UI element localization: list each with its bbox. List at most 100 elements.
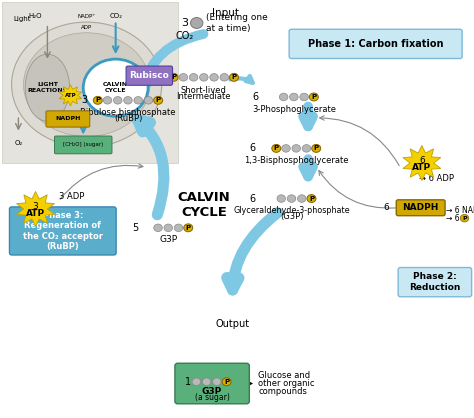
Text: P: P bbox=[309, 196, 314, 201]
FancyArrowPatch shape bbox=[303, 107, 313, 126]
Circle shape bbox=[154, 97, 163, 104]
Circle shape bbox=[83, 59, 148, 116]
Text: 3: 3 bbox=[82, 95, 88, 105]
FancyBboxPatch shape bbox=[46, 111, 90, 127]
Text: O₂: O₂ bbox=[14, 140, 23, 145]
Circle shape bbox=[144, 97, 153, 104]
Circle shape bbox=[312, 145, 321, 152]
FancyArrowPatch shape bbox=[141, 34, 203, 87]
FancyArrowPatch shape bbox=[137, 119, 164, 215]
Text: Glucose and: Glucose and bbox=[258, 371, 310, 380]
Circle shape bbox=[93, 97, 102, 104]
Text: P: P bbox=[273, 145, 279, 151]
FancyBboxPatch shape bbox=[398, 268, 472, 297]
Circle shape bbox=[179, 74, 188, 81]
Text: (a sugar): (a sugar) bbox=[195, 393, 229, 402]
Circle shape bbox=[113, 97, 122, 104]
Circle shape bbox=[184, 224, 193, 232]
Text: CALVIN
CYCLE: CALVIN CYCLE bbox=[177, 191, 230, 219]
Text: 6: 6 bbox=[419, 155, 425, 165]
FancyArrowPatch shape bbox=[141, 69, 151, 83]
Text: P: P bbox=[224, 379, 229, 385]
Text: (RuBP): (RuBP) bbox=[114, 114, 142, 123]
Circle shape bbox=[210, 74, 219, 81]
Text: 5: 5 bbox=[133, 223, 139, 233]
Circle shape bbox=[290, 93, 298, 101]
Text: P: P bbox=[155, 97, 161, 103]
FancyArrowPatch shape bbox=[319, 171, 395, 208]
Circle shape bbox=[154, 224, 162, 232]
FancyBboxPatch shape bbox=[289, 29, 462, 59]
Text: H₂O: H₂O bbox=[29, 13, 42, 19]
Circle shape bbox=[174, 224, 183, 232]
Ellipse shape bbox=[25, 54, 70, 121]
Text: P: P bbox=[171, 74, 176, 80]
Text: 3: 3 bbox=[157, 72, 164, 82]
Text: G3P: G3P bbox=[202, 387, 222, 396]
Circle shape bbox=[287, 195, 296, 202]
Text: ATP: ATP bbox=[412, 163, 431, 172]
Circle shape bbox=[169, 74, 178, 81]
Circle shape bbox=[279, 93, 288, 101]
Text: NADPH: NADPH bbox=[402, 203, 439, 212]
FancyArrowPatch shape bbox=[319, 116, 399, 166]
Text: NADPH: NADPH bbox=[55, 117, 81, 122]
Text: ATP: ATP bbox=[26, 209, 45, 218]
Text: (G3P): (G3P) bbox=[280, 212, 303, 221]
Circle shape bbox=[310, 93, 319, 101]
Text: ADP: ADP bbox=[81, 25, 92, 30]
Text: CALVIN
CYCLE: CALVIN CYCLE bbox=[103, 82, 128, 93]
Circle shape bbox=[307, 195, 316, 202]
Text: P: P bbox=[314, 145, 319, 151]
Text: other organic: other organic bbox=[258, 379, 315, 388]
Text: Intermediate: Intermediate bbox=[177, 92, 231, 102]
Text: 1,3-Bisphosphoglycerate: 1,3-Bisphosphoglycerate bbox=[244, 156, 348, 165]
Text: Output: Output bbox=[215, 319, 249, 329]
Text: Ribulose bisphosphate: Ribulose bisphosphate bbox=[80, 108, 176, 117]
Text: 6: 6 bbox=[252, 92, 258, 102]
Text: P: P bbox=[231, 74, 237, 80]
FancyArrowPatch shape bbox=[227, 213, 277, 290]
Text: 6: 6 bbox=[250, 143, 256, 153]
Text: at a time): at a time) bbox=[206, 23, 251, 33]
Circle shape bbox=[300, 93, 309, 101]
FancyArrowPatch shape bbox=[60, 164, 143, 199]
Circle shape bbox=[192, 378, 201, 385]
Polygon shape bbox=[403, 145, 441, 181]
Circle shape bbox=[229, 74, 238, 81]
Text: → 6 ADP: → 6 ADP bbox=[419, 174, 455, 184]
Text: P: P bbox=[95, 97, 100, 103]
FancyBboxPatch shape bbox=[396, 200, 445, 216]
Text: 3: 3 bbox=[33, 201, 38, 211]
Text: → 6 NADP⁺: → 6 NADP⁺ bbox=[446, 206, 474, 215]
Text: 1: 1 bbox=[185, 377, 191, 387]
Text: CO₂: CO₂ bbox=[109, 13, 122, 19]
FancyBboxPatch shape bbox=[9, 207, 116, 255]
Text: Phase 2:
Reduction: Phase 2: Reduction bbox=[409, 273, 461, 292]
Circle shape bbox=[200, 74, 208, 81]
Circle shape bbox=[277, 195, 285, 202]
Text: NADP⁺: NADP⁺ bbox=[78, 15, 96, 20]
FancyBboxPatch shape bbox=[175, 363, 249, 404]
Text: Phase 3:
Regeneration of
the CO₂ acceptor
(RuBP): Phase 3: Regeneration of the CO₂ accepto… bbox=[23, 211, 103, 251]
Circle shape bbox=[164, 224, 173, 232]
Circle shape bbox=[202, 378, 211, 385]
Polygon shape bbox=[59, 85, 82, 106]
Text: → 6: → 6 bbox=[446, 214, 462, 223]
Text: P: P bbox=[462, 216, 467, 221]
Text: Short-lived: Short-lived bbox=[181, 86, 227, 95]
Circle shape bbox=[460, 214, 469, 222]
Text: Glyceraldehyde-3-phosphate: Glyceraldehyde-3-phosphate bbox=[233, 206, 350, 215]
FancyBboxPatch shape bbox=[55, 136, 112, 154]
Text: [CH₂O] (sugar): [CH₂O] (sugar) bbox=[63, 143, 103, 148]
Text: 6: 6 bbox=[383, 203, 389, 212]
FancyArrowPatch shape bbox=[230, 76, 253, 83]
FancyBboxPatch shape bbox=[126, 66, 173, 85]
Circle shape bbox=[189, 74, 198, 81]
Circle shape bbox=[103, 97, 112, 104]
Ellipse shape bbox=[11, 22, 162, 147]
Text: Phase 1: Carbon fixation: Phase 1: Carbon fixation bbox=[308, 39, 443, 49]
Text: P: P bbox=[186, 225, 191, 231]
Bar bbox=[2, 2, 178, 163]
Circle shape bbox=[220, 74, 228, 81]
